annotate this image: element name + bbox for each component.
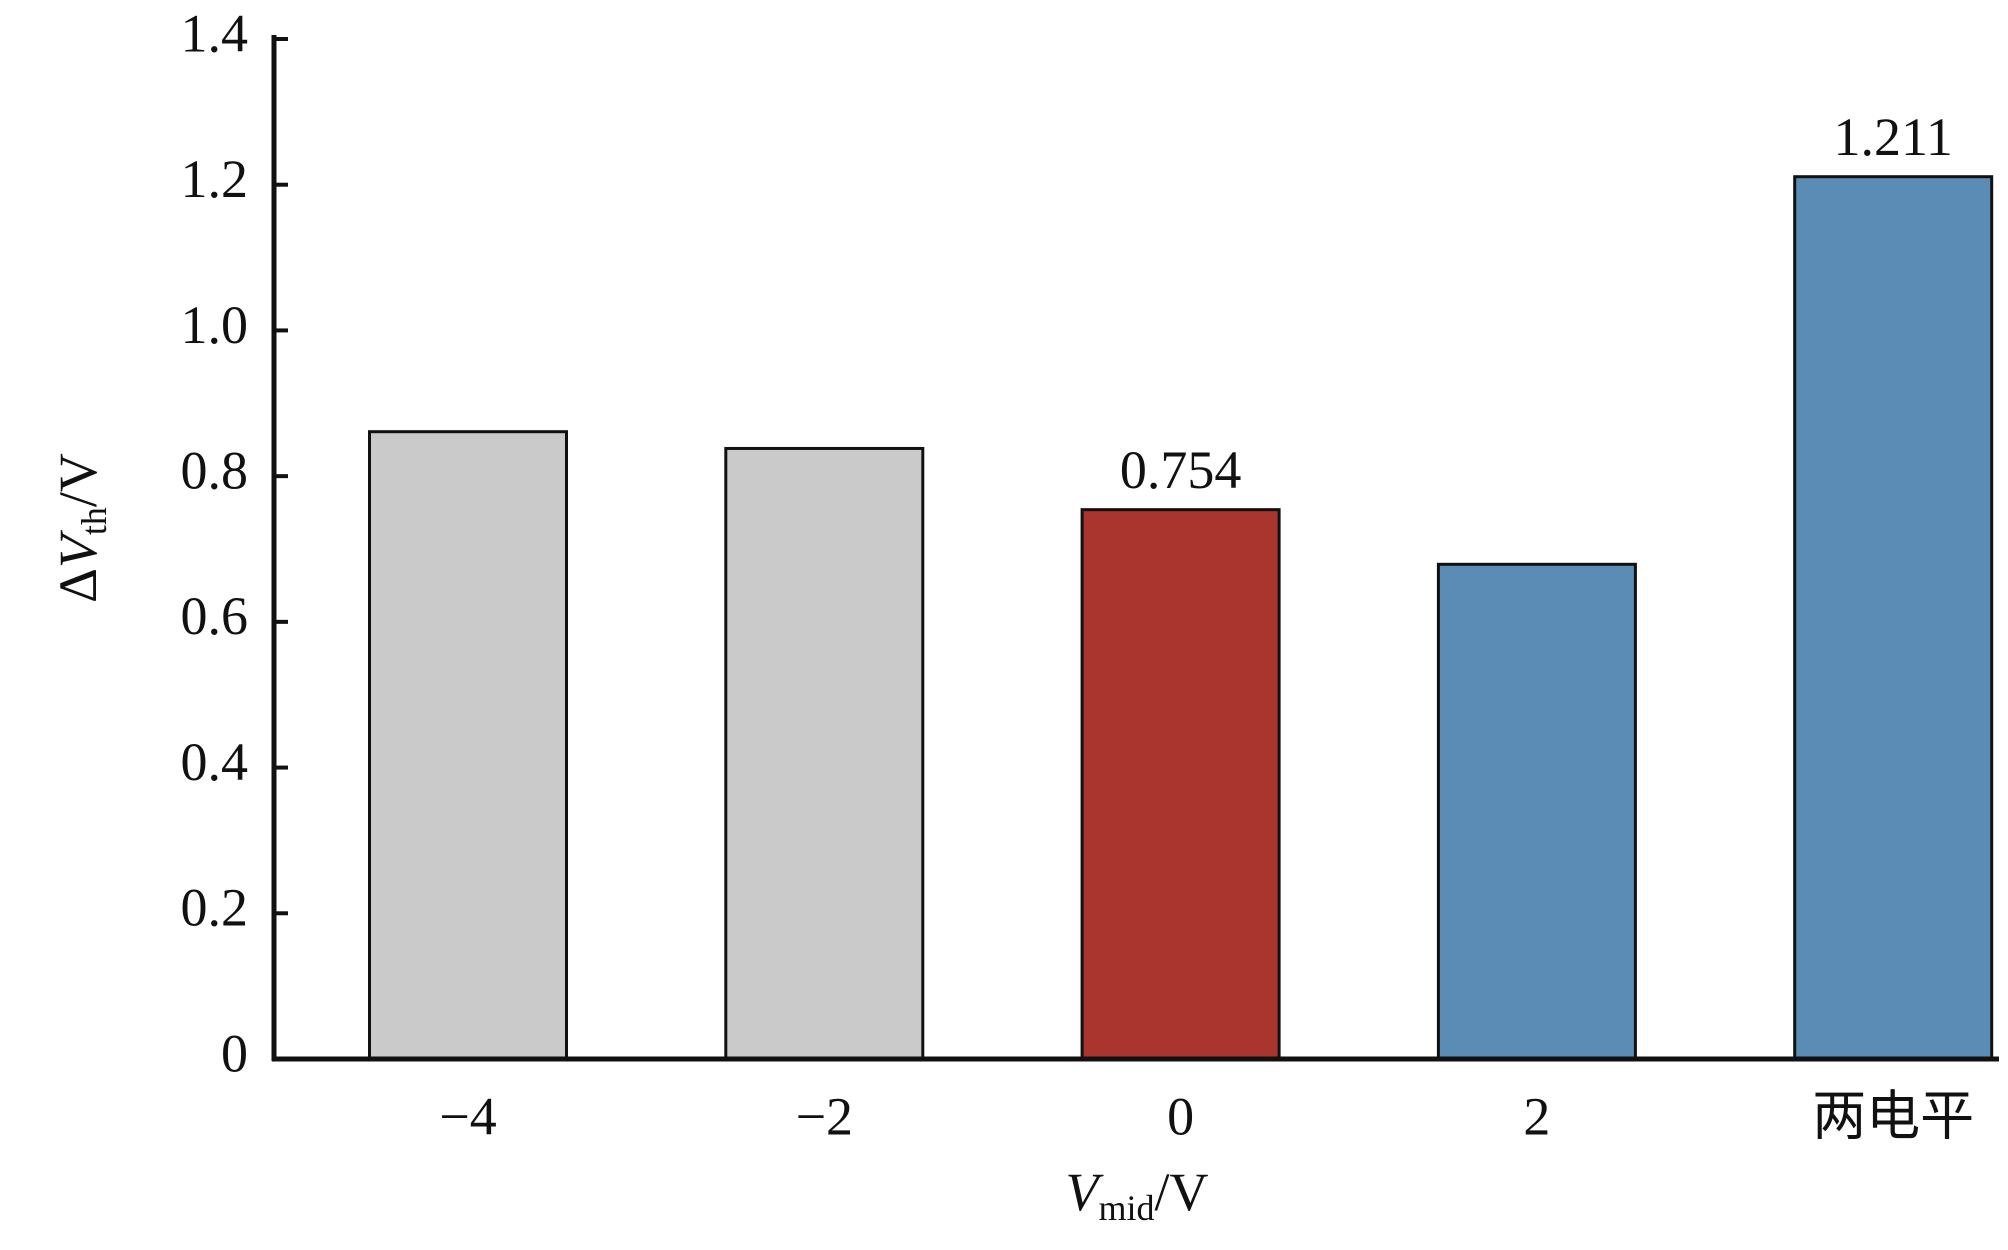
bar [1436, 562, 1637, 1061]
x-tick-label: 0 [1167, 1086, 1194, 1146]
y-tick-label: 0.8 [181, 441, 249, 501]
bar [1793, 175, 1994, 1061]
y-tick-label: 1.0 [181, 295, 249, 355]
y-tick-label: 0.4 [181, 732, 249, 792]
bar [368, 430, 568, 1061]
y-tick-label: 0 [221, 1023, 248, 1083]
x-axis-label: Vmid/V [1065, 1162, 1208, 1228]
y-tick-label: 0.6 [181, 586, 249, 646]
y-label-part: /V [48, 453, 108, 507]
y-label-part: V [48, 529, 108, 568]
y-axis-label: ΔVth/V [48, 453, 114, 603]
y-label-part: th [74, 507, 114, 535]
value-label: 1.211 [1833, 107, 1953, 167]
x-label-part: /V [1155, 1162, 1209, 1222]
y-label-part: Δ [48, 568, 108, 603]
x-label-part: mid [1098, 1188, 1154, 1228]
y-tick-label: 1.2 [181, 149, 249, 209]
x-label-part: V [1065, 1162, 1104, 1222]
x-tick-label: 2 [1523, 1086, 1550, 1146]
bar [1080, 508, 1281, 1061]
bar [724, 446, 925, 1061]
y-tick-label: 1.4 [181, 3, 249, 63]
value-label: 0.754 [1120, 440, 1242, 500]
x-tick-label: −2 [796, 1086, 853, 1146]
x-tick-label: 两电平 [1812, 1086, 1974, 1146]
y-tick-label: 0.2 [181, 878, 249, 938]
x-tick-label: −4 [439, 1086, 496, 1146]
